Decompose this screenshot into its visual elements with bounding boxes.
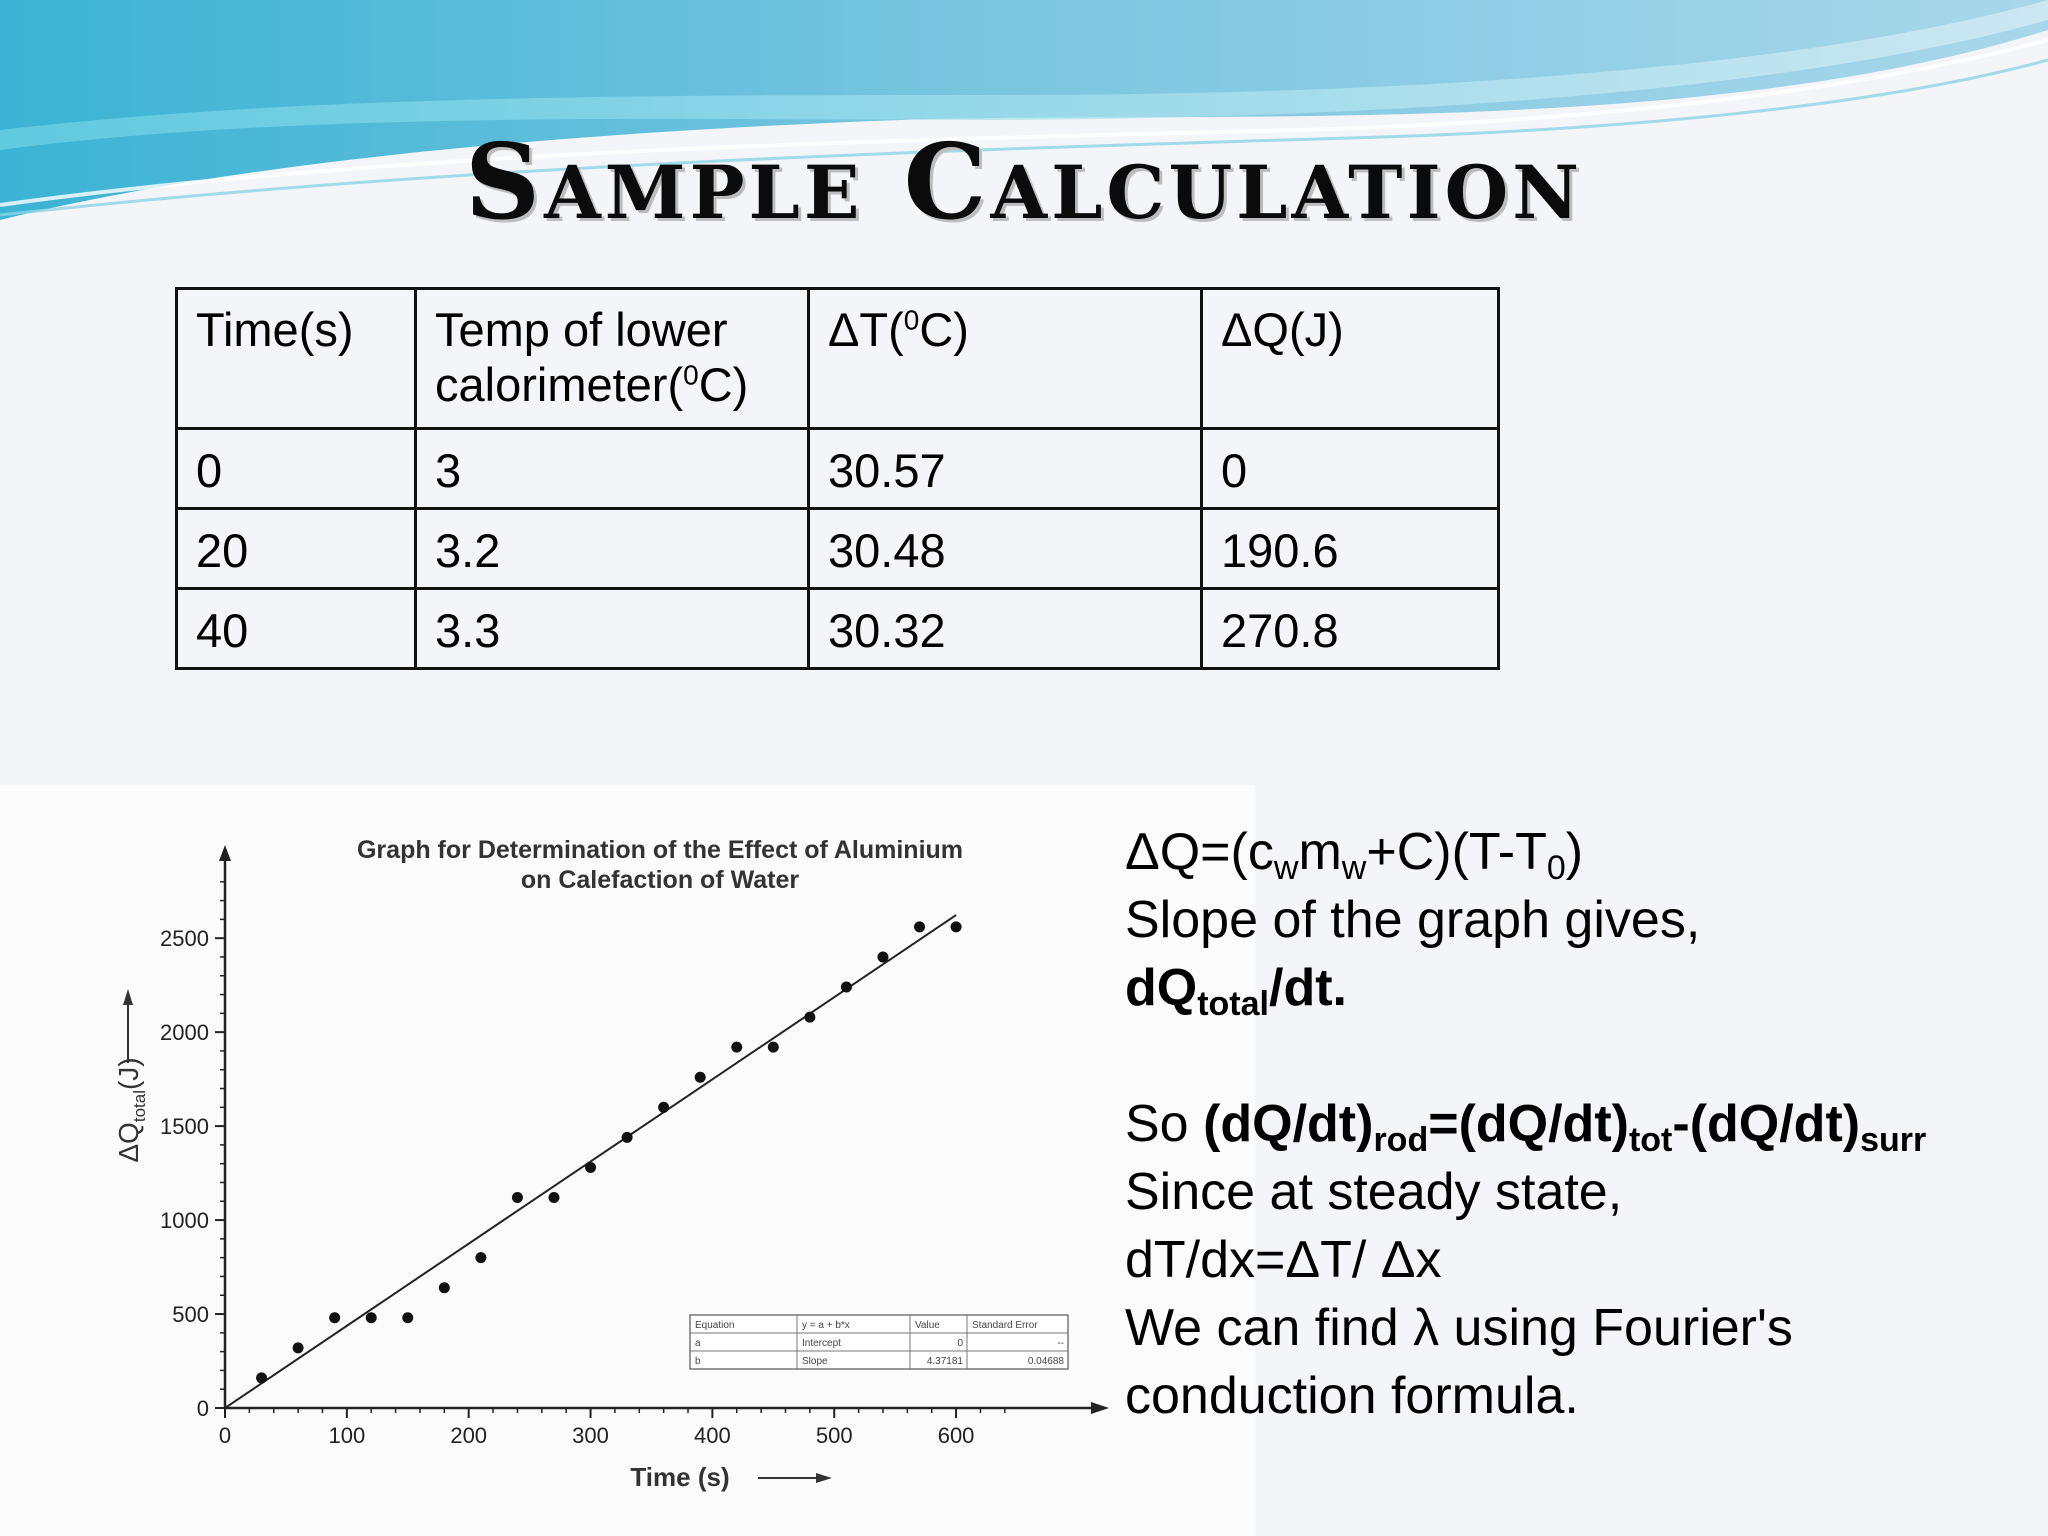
data-table: Time(s) Temp of lower calorimeter(0C) ΔT… — [175, 287, 1500, 670]
table-cell: 20 — [175, 507, 417, 590]
table-cell: 3.2 — [414, 507, 810, 590]
table-header-row: Time(s) Temp of lower calorimeter(0C) ΔT… — [175, 287, 1500, 430]
table-row: 20 3.2 30.48 190.6 — [175, 507, 1500, 590]
x-tick-label: 200 — [450, 1423, 487, 1448]
table-cell: 0 — [175, 427, 417, 510]
chart-panel — [0, 785, 1255, 1536]
slope-expression: dQtotal/dt. — [1125, 959, 1347, 1023]
data-point — [877, 951, 889, 963]
x-tick-label: 400 — [694, 1423, 731, 1448]
data-point — [804, 1011, 816, 1023]
data-point — [511, 1192, 523, 1204]
fit-table-cell: 0 — [957, 1338, 963, 1349]
y-tick-label: 0 — [197, 1396, 209, 1421]
data-point — [256, 1372, 268, 1384]
table-cell: 190.6 — [1200, 507, 1500, 590]
explanation-line: Slope of the graph gives, — [1125, 891, 1701, 949]
fit-table-cell: y = a + b*x — [802, 1320, 850, 1331]
table-cell: 30.57 — [807, 427, 1203, 510]
data-point — [365, 1312, 377, 1324]
y-axis-arrow — [219, 845, 231, 861]
data-point — [694, 1071, 706, 1083]
gradient-equation: dT/dx=ΔT/ Δx — [1125, 1231, 1442, 1289]
fit-table-cell: 0.04688 — [1028, 1356, 1065, 1367]
heat-equation: ΔQ=(cwmw+C)(T-T0) — [1125, 823, 1584, 887]
x-tick-label: 100 — [328, 1423, 365, 1448]
y-tick-label: 1500 — [160, 1114, 209, 1139]
x-tick-label: 500 — [816, 1423, 853, 1448]
table-header-cell: ΔQ(J) — [1200, 287, 1500, 430]
data-point — [914, 921, 926, 933]
data-point — [658, 1101, 670, 1113]
table-header-cell: ΔT(0C) — [807, 287, 1203, 430]
table-cell: 3.3 — [414, 587, 810, 670]
header-wave-decoration — [0, 0, 2048, 220]
table-row: 0 3 30.57 0 — [175, 427, 1500, 510]
fit-table-cell: Intercept — [802, 1338, 841, 1349]
data-point — [438, 1282, 450, 1294]
data-point — [548, 1192, 560, 1204]
x-tick-label: 0 — [219, 1423, 231, 1448]
explanation-line: conduction formula. — [1125, 1367, 1579, 1425]
table-cell: 30.32 — [807, 587, 1203, 670]
slide-title: Sample Calculation — [465, 120, 1583, 243]
data-point — [731, 1041, 743, 1053]
y-label-arrowhead — [123, 989, 133, 1005]
fit-line — [224, 914, 957, 1409]
fit-table-cell: Slope — [802, 1356, 828, 1367]
data-point — [402, 1312, 414, 1324]
table-cell: 40 — [175, 587, 417, 670]
y-tick-label: 500 — [172, 1302, 209, 1327]
data-point — [840, 981, 852, 993]
data-point — [585, 1161, 597, 1173]
x-axis-label: Time (s) — [630, 1462, 729, 1492]
fit-table-cell: 4.37181 — [927, 1356, 964, 1367]
table-cell: 0 — [1200, 427, 1500, 510]
y-tick-label: 1000 — [160, 1208, 209, 1233]
table-cell: 30.48 — [807, 507, 1203, 590]
x-axis-arrow — [1091, 1402, 1109, 1414]
fit-table-cell: a — [695, 1338, 701, 1349]
data-point — [475, 1252, 487, 1264]
fit-table-cell: -- — [1057, 1338, 1064, 1349]
data-point — [767, 1041, 779, 1053]
y-tick-label: 2500 — [160, 926, 209, 951]
data-point — [329, 1312, 341, 1324]
table-row: 40 3.3 30.32 270.8 — [175, 587, 1500, 670]
x-tick-label: 300 — [572, 1423, 609, 1448]
fit-table-cell: Standard Error — [972, 1320, 1038, 1331]
explanation-text: ΔQ=(cwmw+C)(T-T0) Slope of the graph giv… — [1125, 818, 2035, 1430]
table-cell: 270.8 — [1200, 587, 1500, 670]
data-point — [950, 921, 962, 933]
fit-table-cell: Value — [915, 1320, 940, 1331]
table-header-cell: Time(s) — [175, 287, 417, 430]
y-tick-label: 2000 — [160, 1020, 209, 1045]
rod-heat-rate-equation: So (dQ/dt)rod=(dQ/dt)tot-(dQ/dt)surr — [1125, 1095, 1927, 1159]
x-label-arrowhead — [816, 1473, 832, 1483]
table-header-cell: Temp of lower calorimeter(0C) — [414, 287, 810, 430]
chart-title-line: Graph for Determination of the Effect of… — [357, 836, 963, 864]
explanation-line: We can find λ using Fourier's — [1125, 1299, 1793, 1357]
fit-table-cell: Equation — [695, 1320, 734, 1331]
fit-table-cell: b — [695, 1356, 701, 1367]
scatter-chart: 0 100 200 300 400 500 600 0 500 1000 1500 2000 2500 G… — [113, 836, 1109, 1492]
explanation-line: Since at steady state, — [1125, 1163, 1623, 1221]
y-axis-label: ΔQtotal(J) — [113, 1057, 149, 1162]
chart-title-line: on Calefaction of Water — [521, 866, 800, 894]
data-point — [292, 1342, 304, 1354]
table-cell: 3 — [414, 427, 810, 510]
x-tick-label: 600 — [938, 1423, 975, 1448]
fit-table — [689, 1314, 1069, 1370]
data-point — [621, 1131, 633, 1143]
